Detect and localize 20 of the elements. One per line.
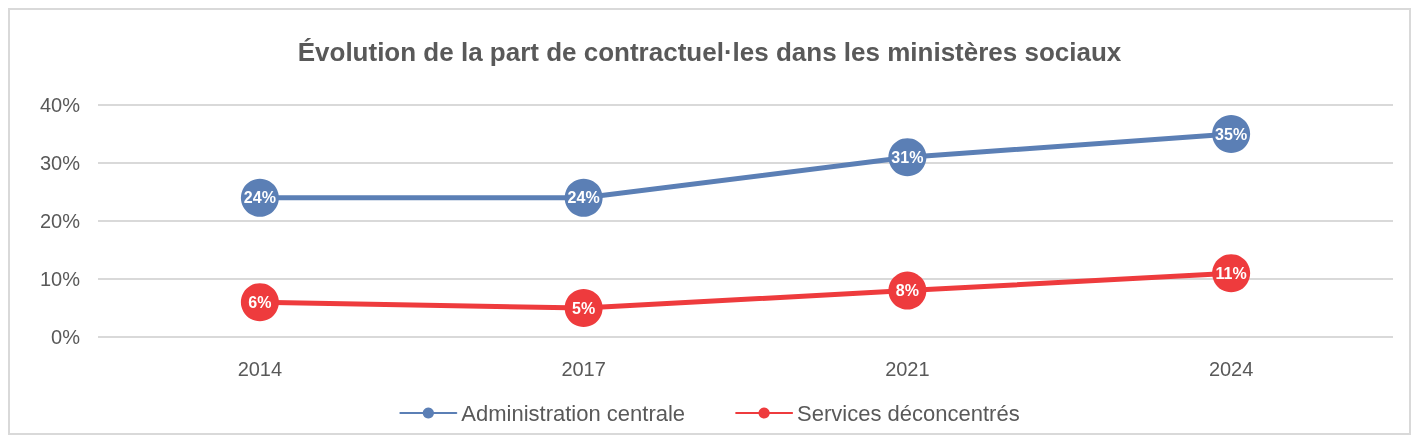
x-tick-label: 2024 xyxy=(1208,358,1254,380)
x-tick-label: 2021 xyxy=(885,358,930,380)
data-label: 6% xyxy=(248,293,272,311)
y-tick-label: 30% xyxy=(39,152,81,174)
data-label: 24% xyxy=(243,189,276,207)
data-label: 35% xyxy=(1215,125,1248,143)
y-tick-label: 0% xyxy=(51,326,81,348)
x-tick-label: 2014 xyxy=(237,358,283,380)
data-label: 24% xyxy=(567,189,600,207)
legend-label: Services déconcentrés xyxy=(797,400,1020,426)
data-label: 8% xyxy=(895,282,919,300)
y-tick-label: 10% xyxy=(39,268,81,290)
y-tick-label: 40% xyxy=(39,94,81,116)
data-label: 5% xyxy=(572,299,596,317)
data-label: 31% xyxy=(891,148,924,166)
y-tick-label: 20% xyxy=(39,210,81,232)
chart-title: Évolution de la part de contractuel·les dans les ministères sociaux xyxy=(297,37,1122,67)
x-tick-label: 2017 xyxy=(561,358,606,380)
legend-label: Administration centrale xyxy=(461,400,686,426)
data-label: 11% xyxy=(1215,264,1247,282)
